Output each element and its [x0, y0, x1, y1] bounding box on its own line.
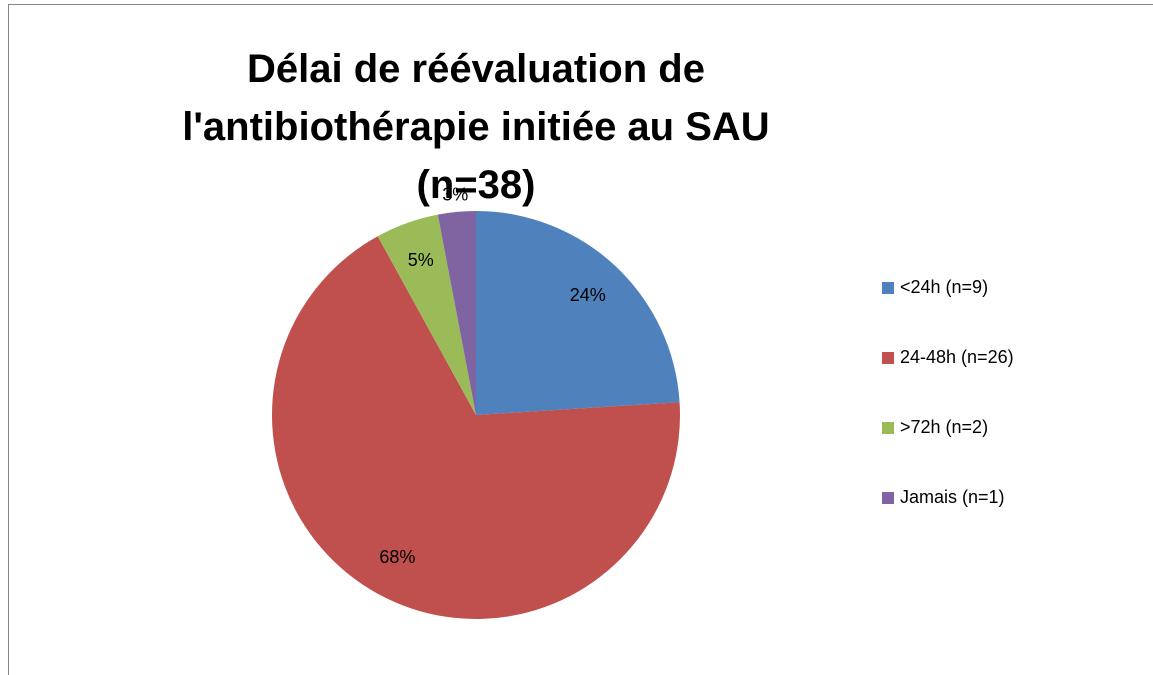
- legend-swatch: [882, 492, 894, 504]
- data-label: 3%: [442, 184, 468, 204]
- pie-slice: [377, 214, 476, 415]
- legend-swatch: [882, 282, 894, 294]
- legend-swatch: [882, 422, 894, 434]
- legend-label: <24h (n=9): [900, 277, 988, 297]
- legend-label: >72h (n=2): [900, 417, 988, 437]
- legend-swatch: [882, 352, 894, 364]
- data-label: 5%: [408, 250, 434, 270]
- legend-label: 24-48h (n=26): [900, 347, 1014, 367]
- data-label: 24%: [570, 285, 606, 305]
- data-label: 68%: [379, 547, 415, 567]
- legend-label: Jamais (n=1): [900, 487, 1005, 507]
- chart-title: Délai de réévaluation de l'antibiothérap…: [182, 47, 770, 207]
- pie-slice: [272, 236, 681, 619]
- pie-slice: [476, 211, 680, 415]
- pie-slice: [437, 211, 476, 415]
